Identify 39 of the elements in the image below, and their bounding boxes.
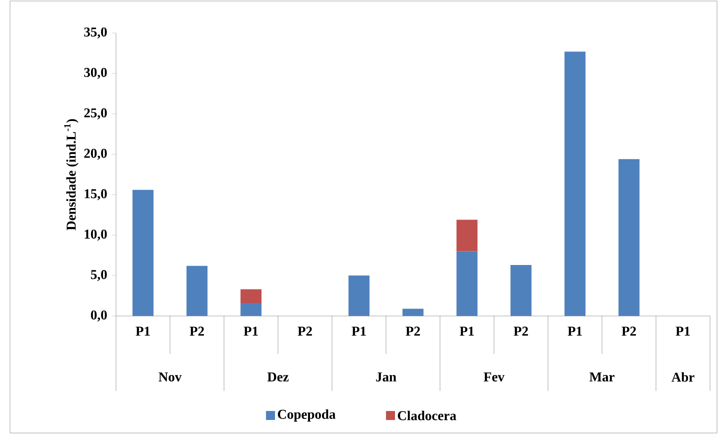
y-tick-label: 25,0	[84, 108, 107, 120]
bar	[510, 265, 532, 316]
bar	[456, 220, 478, 252]
bar	[402, 308, 424, 316]
x-tick-label: P2	[298, 326, 312, 336]
text: Abr	[671, 372, 694, 382]
bar	[618, 159, 640, 316]
y-tick-label: 30,0	[84, 68, 107, 79]
y-tick-label: 35,0	[84, 27, 107, 39]
x-tick-label: P2	[190, 326, 204, 336]
x-tick-label: P1	[136, 326, 150, 336]
bar	[186, 266, 208, 316]
legend-label: Copepoda	[278, 409, 336, 422]
y-tick-label: 20,0	[84, 148, 107, 160]
y-axis-title: Densidade (ind.L$^{-1}$)	[64, 119, 78, 230]
bar	[240, 303, 262, 316]
text: Jan	[376, 372, 396, 382]
text: Fev	[484, 372, 505, 382]
y-tick-label: 0,0	[90, 310, 107, 322]
bar	[132, 190, 154, 316]
text: Mar	[589, 372, 614, 382]
legend-label: Cladocera	[398, 410, 456, 420]
x-tick-label: P2	[514, 326, 528, 336]
y-tick-label: 10,0	[84, 230, 107, 241]
x-tick-label: P1	[460, 326, 474, 336]
bar	[564, 52, 586, 316]
bar	[240, 289, 262, 304]
text: Dez	[267, 372, 289, 382]
bar	[348, 276, 370, 316]
x-tick-label: P1	[244, 326, 258, 336]
text: Nov	[158, 372, 182, 382]
x-tick-label: P1	[676, 326, 690, 336]
x-tick-label: P2	[622, 326, 636, 336]
x-tick-label: P1	[568, 326, 582, 336]
x-tick-label: P2	[406, 326, 420, 336]
x-tick-label: P1	[352, 326, 366, 336]
y-tick-label: 15,0	[84, 189, 107, 200]
bar	[456, 251, 478, 316]
y-tick-label: 5,0	[90, 270, 107, 282]
